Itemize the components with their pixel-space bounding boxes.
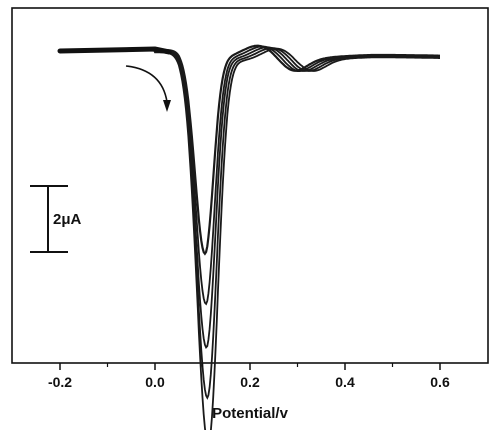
- x-axis-title: Potential/v: [212, 405, 289, 422]
- direction-arrow-curve: [125, 65, 168, 103]
- direction-arrow-head: [163, 100, 171, 112]
- x-tick-label: 0.6: [430, 374, 450, 390]
- x-tick-label: -0.2: [48, 374, 72, 390]
- series-line-5: [60, 47, 440, 430]
- direction-arrow: [125, 65, 171, 112]
- series-line-1: [60, 44, 440, 256]
- x-tick-label: 0.2: [240, 374, 260, 390]
- x-tick-label: 0.0: [145, 374, 165, 390]
- scale-bar-label: 2μA: [53, 211, 82, 228]
- x-axis-ticks: -0.2 0.0 0.2 0.4 0.6: [48, 363, 450, 390]
- plot-frame: [11, 7, 489, 364]
- series-line-4: [60, 47, 440, 400]
- series-group: [57, 44, 440, 430]
- scale-bar: 2μA: [30, 185, 82, 253]
- overlapping-baseline: [57, 46, 172, 55]
- series-line-2: [60, 45, 440, 306]
- series-line-3: [60, 46, 440, 350]
- x-tick-label: 0.4: [335, 374, 355, 390]
